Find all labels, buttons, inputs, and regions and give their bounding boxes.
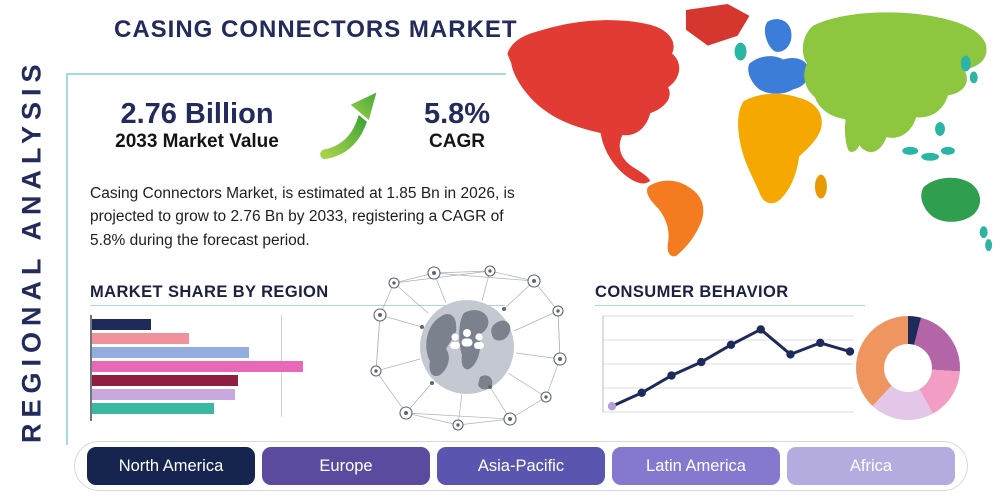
map-india bbox=[844, 111, 863, 152]
map-uk bbox=[734, 42, 747, 61]
globe-network-graphic bbox=[370, 265, 567, 431]
region-button-north-america[interactable]: North America bbox=[87, 447, 255, 485]
cagr-number: 5.8% bbox=[423, 98, 491, 130]
market-share-heading-rule bbox=[90, 305, 505, 306]
map-europe bbox=[748, 56, 810, 94]
region-button-latin-america[interactable]: Latin America bbox=[612, 447, 780, 485]
people-icons bbox=[450, 329, 484, 349]
market-value-label: 2033 Market Value bbox=[115, 131, 279, 153]
bar-region-7 bbox=[92, 403, 214, 414]
map-scandinavia bbox=[764, 19, 792, 52]
regional-share-donut-chart bbox=[856, 316, 960, 420]
growth-arrow-icon bbox=[318, 88, 380, 162]
consumer-behavior-line-chart bbox=[598, 310, 863, 422]
bar-region-3 bbox=[92, 347, 249, 358]
map-southeast-asia bbox=[902, 122, 955, 161]
market-value-stat: 2.76 Billion 2033 Market Value bbox=[88, 98, 306, 153]
map-japan bbox=[960, 55, 978, 84]
world-map bbox=[507, 3, 993, 257]
region-buttons: North America Europe Asia-Pacific Latin Ame… bbox=[74, 441, 968, 491]
bar-region-1 bbox=[92, 319, 152, 330]
region-button-asia-pacific[interactable]: Asia-Pacific bbox=[437, 447, 605, 485]
bar-region-6 bbox=[92, 389, 236, 400]
cagr-label: CAGR bbox=[429, 131, 485, 153]
map-north-america bbox=[507, 20, 680, 184]
bar-region-5 bbox=[92, 375, 238, 386]
market-share-heading: MARKET SHARE BY REGION bbox=[90, 283, 329, 301]
consumer-behavior-heading: CONSUMER BEHAVIOR bbox=[595, 283, 789, 301]
bar-chart-bars bbox=[92, 319, 362, 414]
map-africa bbox=[738, 93, 822, 204]
page-title: CASING CONNECTORS MARKET bbox=[114, 16, 518, 43]
map-madagascar bbox=[814, 174, 827, 199]
map-australia bbox=[921, 177, 981, 222]
market-share-bar-chart bbox=[90, 315, 362, 421]
bar-region-4 bbox=[92, 361, 303, 372]
top-divider-line bbox=[66, 73, 506, 75]
map-south-america bbox=[647, 180, 704, 257]
side-label-regional-analysis: REGIONAL ANALYSIS bbox=[16, 58, 47, 444]
consumer-behavior-heading-rule bbox=[595, 305, 865, 306]
bar-region-2 bbox=[92, 333, 190, 344]
region-button-europe[interactable]: Europe bbox=[262, 447, 430, 485]
map-new-zealand bbox=[979, 226, 993, 252]
market-value-number: 2.76 Billion bbox=[120, 98, 274, 130]
market-description: Casing Connectors Market, is estimated a… bbox=[90, 185, 515, 249]
cagr-stat: 5.8% CAGR bbox=[402, 98, 512, 153]
map-greenland bbox=[685, 3, 750, 46]
map-asia bbox=[802, 12, 987, 153]
region-button-africa[interactable]: Africa bbox=[787, 447, 955, 485]
left-divider-line bbox=[66, 73, 68, 445]
